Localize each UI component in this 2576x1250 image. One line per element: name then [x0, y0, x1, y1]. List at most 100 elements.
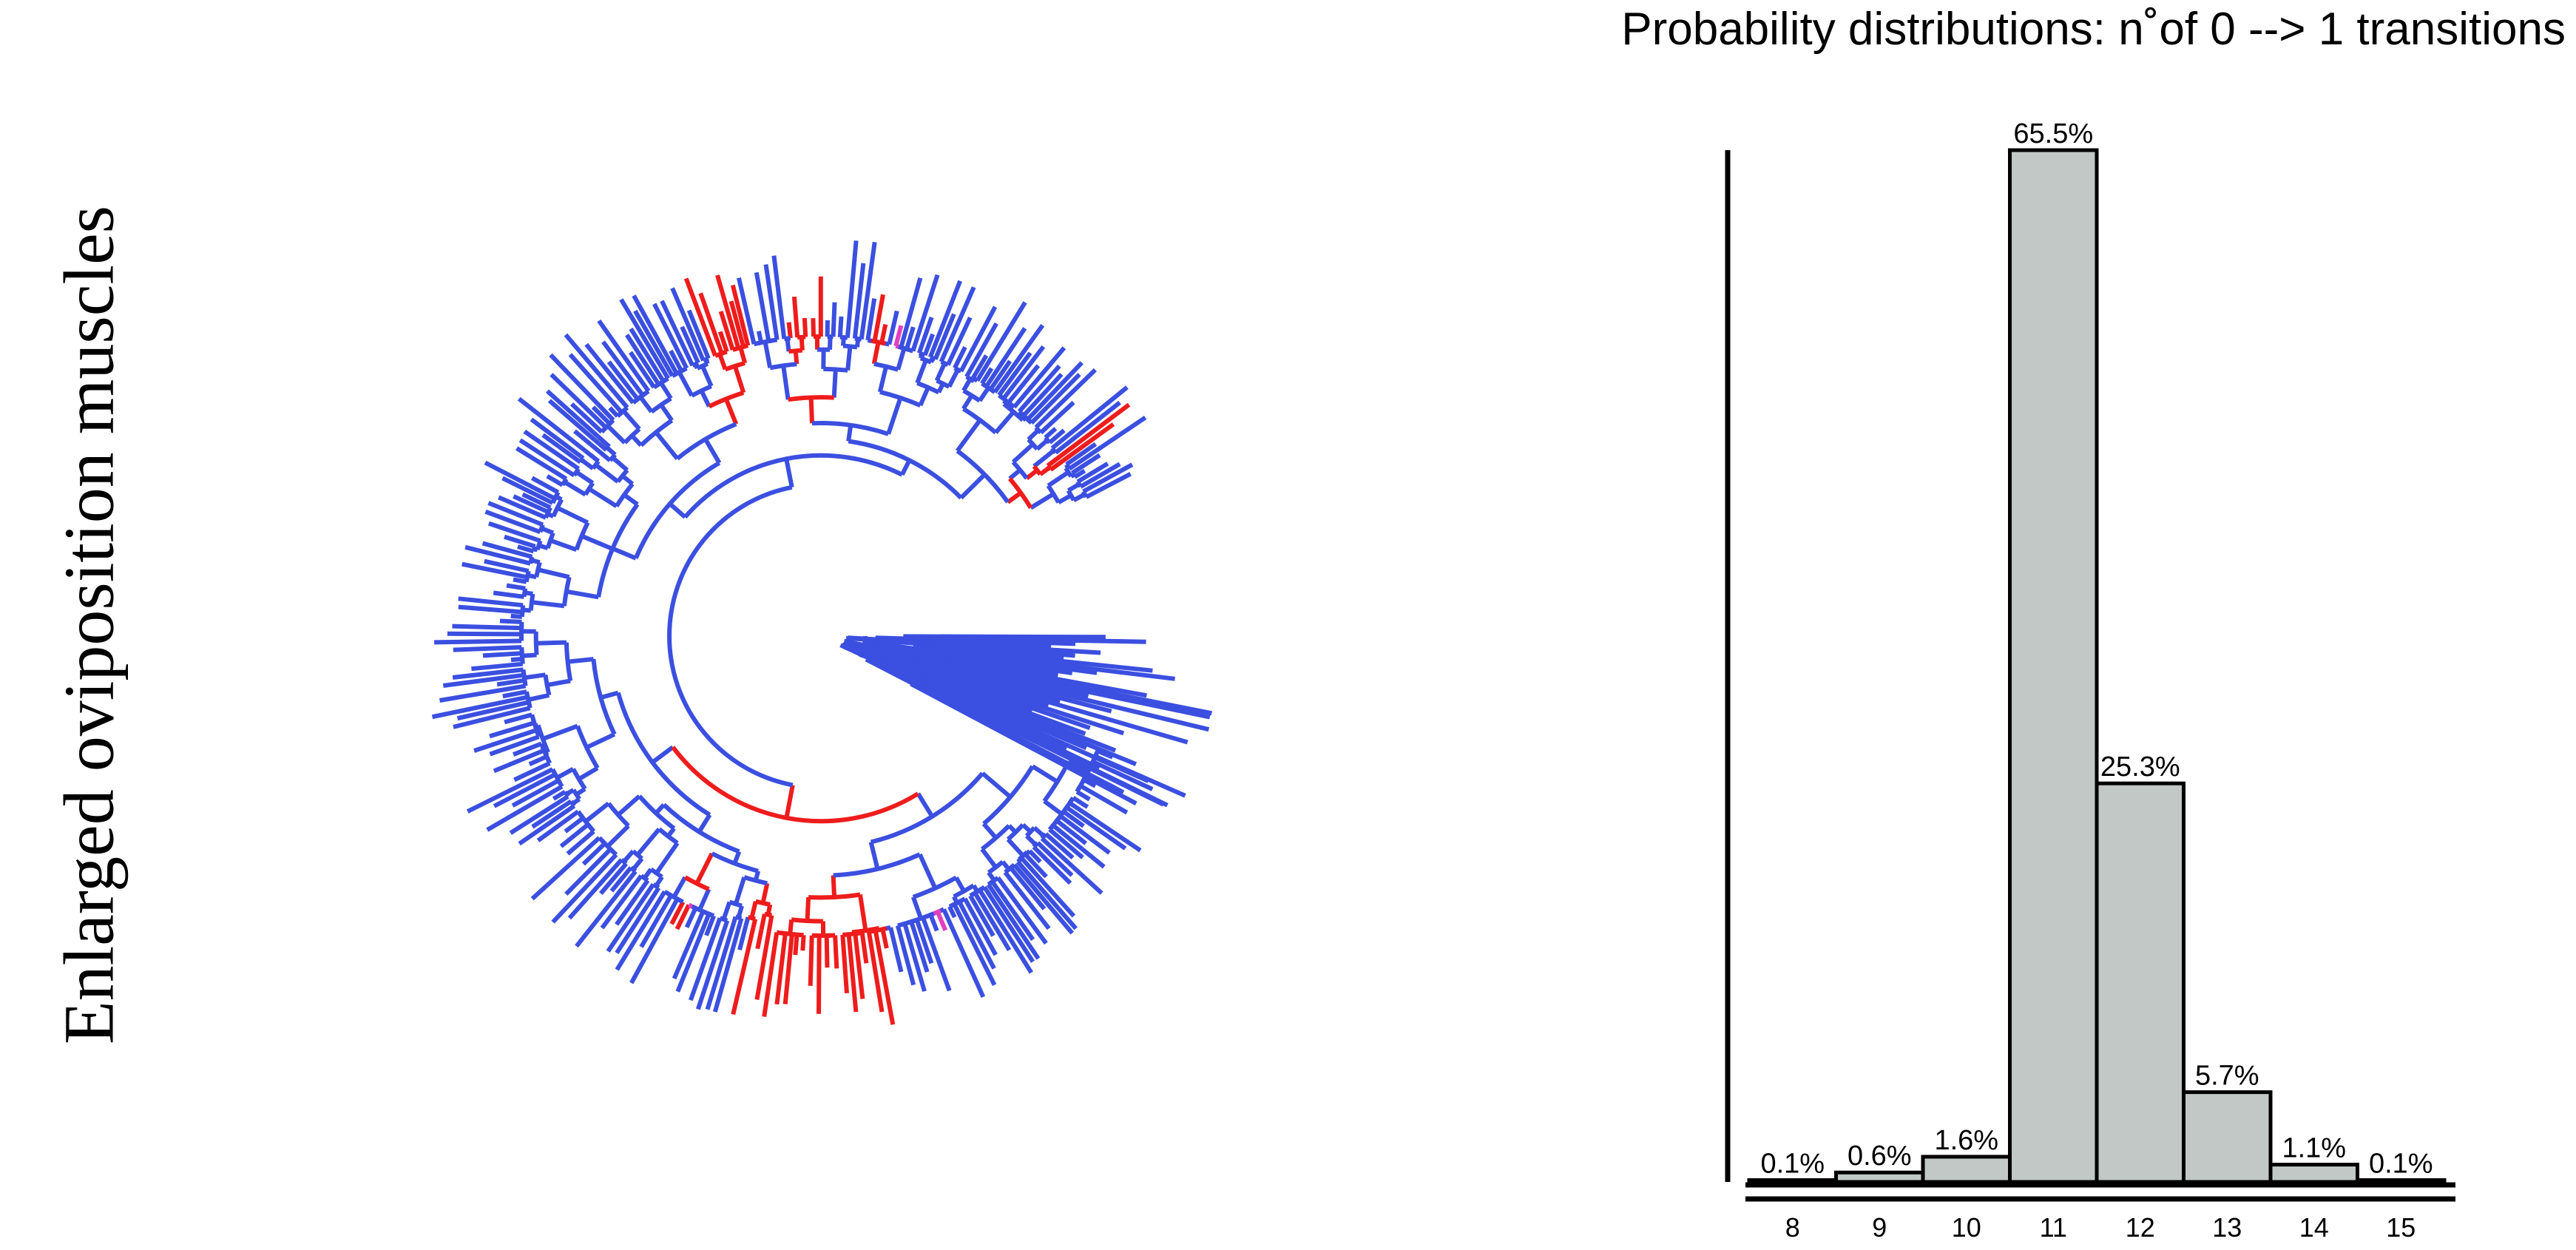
tree-branch [600, 690, 619, 700]
tree-branch [743, 916, 751, 927]
tree-branch [942, 908, 986, 999]
tree-branch [1055, 819, 1088, 845]
tree-branch [606, 882, 655, 953]
tree-branch [537, 567, 570, 580]
tree-branch [965, 322, 998, 376]
tree-branch [1021, 372, 1064, 417]
tree-branch-arc [1006, 823, 1025, 842]
tree-branch [980, 367, 994, 385]
tree-branch [916, 792, 934, 818]
tree-branch [933, 659, 1089, 698]
tree-branch [845, 240, 859, 338]
tree-branch [609, 866, 633, 893]
tree-branch [1006, 837, 1025, 858]
tree-branch [659, 403, 674, 422]
tree-branch [1020, 857, 1076, 918]
tree-branch [615, 890, 667, 971]
tree-branch [980, 848, 998, 869]
bar-14 [2268, 1163, 2359, 1184]
tree-branch [654, 803, 666, 815]
tree-branch [601, 340, 645, 397]
x-tick-label: 12 [2126, 1212, 2155, 1243]
tree-branch-arc [657, 827, 679, 845]
tree-branch [1066, 482, 1081, 493]
tree-branch [522, 607, 531, 613]
tree-branch-arc [535, 724, 550, 754]
tree-branch [439, 683, 527, 703]
tree-branch [763, 341, 773, 368]
tree-branch [852, 263, 866, 339]
bar-value-label: 0.6% [1848, 1141, 1912, 1172]
tree-branch [518, 804, 576, 846]
tree-branch [498, 495, 547, 520]
x-tick-label: 10 [1952, 1212, 1981, 1243]
tree-branch [489, 720, 535, 739]
tree-branch [549, 353, 615, 422]
tree-branch-arc [823, 366, 848, 373]
tree-branch-arc [1066, 489, 1076, 501]
tree-branch [700, 365, 714, 388]
bar-value-label: 1.1% [2282, 1133, 2346, 1164]
tree-branch [655, 842, 680, 875]
tree-branch [697, 888, 711, 911]
tree-branch-arc [666, 891, 682, 903]
tree-branch [879, 323, 888, 344]
tree-branch [961, 394, 974, 411]
bar-value-label: 5.7% [2195, 1061, 2259, 1092]
tree-branch [1058, 814, 1111, 855]
tree-branch [785, 338, 791, 352]
tree-branch [1075, 789, 1091, 802]
tree-branch-arc [1027, 438, 1039, 451]
tree-branch [805, 896, 811, 922]
tree-branch [730, 284, 751, 346]
tree-branch [936, 911, 948, 931]
tree-branch [900, 459, 912, 476]
tree-branch [1011, 442, 1035, 464]
tree-branch-arc [634, 391, 647, 403]
tree-branch [584, 342, 635, 405]
tree-branch [846, 425, 853, 442]
tree-branch-arc [632, 849, 643, 861]
tree-branch [971, 354, 989, 379]
tree-branch [517, 544, 535, 554]
tree-branch [916, 317, 934, 354]
tree-branch [668, 501, 687, 519]
tree-branch [718, 311, 735, 351]
tree-branch [484, 558, 530, 573]
tree-branch [584, 449, 601, 463]
tree-branch [597, 319, 651, 393]
tree-branch-arc [696, 362, 709, 371]
tree-branch [493, 748, 545, 774]
tree-branch [749, 900, 758, 919]
tree-branch [533, 547, 538, 553]
tree-branch-arc [615, 692, 711, 817]
tree-branch [599, 862, 628, 895]
tree-branch-arc [1040, 832, 1048, 840]
tree-branch-arc [719, 916, 728, 923]
tree-branch [952, 903, 997, 987]
tree-branch [973, 891, 1012, 952]
tree-branch [1032, 845, 1072, 885]
tree-branch [596, 434, 611, 449]
tree-branch [638, 395, 654, 413]
tree-branch [1034, 368, 1097, 430]
tree-branch [623, 493, 639, 507]
tree-branch [564, 333, 629, 409]
tree-branch [1024, 853, 1048, 879]
bar-8 [1747, 1178, 1838, 1184]
tree-branch [831, 369, 838, 398]
tree-branch [915, 359, 928, 384]
tree-branch [486, 784, 564, 832]
tree-branch [1001, 860, 1011, 871]
tree-branch [953, 346, 967, 369]
tree-branch [1073, 468, 1086, 479]
tree-branch [918, 386, 930, 407]
tree-branch-arc [962, 388, 981, 403]
tree-branch [629, 897, 680, 984]
tree-branch [697, 814, 712, 834]
tree-branch [793, 351, 799, 365]
tree-branch [434, 638, 522, 645]
tree-branch [808, 935, 814, 986]
tree-branch [1027, 428, 1041, 442]
tree-branch [629, 351, 656, 389]
